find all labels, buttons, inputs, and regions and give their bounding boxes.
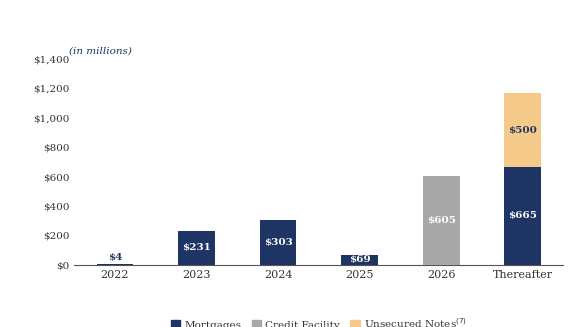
Text: Debt Maturity: Debt Maturity bbox=[215, 15, 357, 33]
Text: $69: $69 bbox=[349, 255, 371, 264]
Text: $605: $605 bbox=[427, 216, 456, 225]
Bar bbox=[423, 176, 460, 265]
Text: $500: $500 bbox=[509, 126, 537, 135]
Bar bbox=[505, 94, 541, 167]
Text: $303: $303 bbox=[264, 238, 292, 247]
Text: (in millions): (in millions) bbox=[69, 46, 132, 56]
Bar bbox=[97, 264, 133, 265]
Bar bbox=[178, 231, 215, 265]
Text: $231: $231 bbox=[182, 243, 211, 252]
Legend: Mortgages, Credit Facility, Unsecured Notes$^{(7)}$: Mortgages, Credit Facility, Unsecured No… bbox=[166, 312, 471, 327]
Text: $4: $4 bbox=[108, 253, 122, 262]
Text: $665: $665 bbox=[509, 212, 537, 220]
Bar bbox=[260, 220, 296, 265]
Bar bbox=[341, 255, 378, 265]
Bar bbox=[505, 167, 541, 265]
